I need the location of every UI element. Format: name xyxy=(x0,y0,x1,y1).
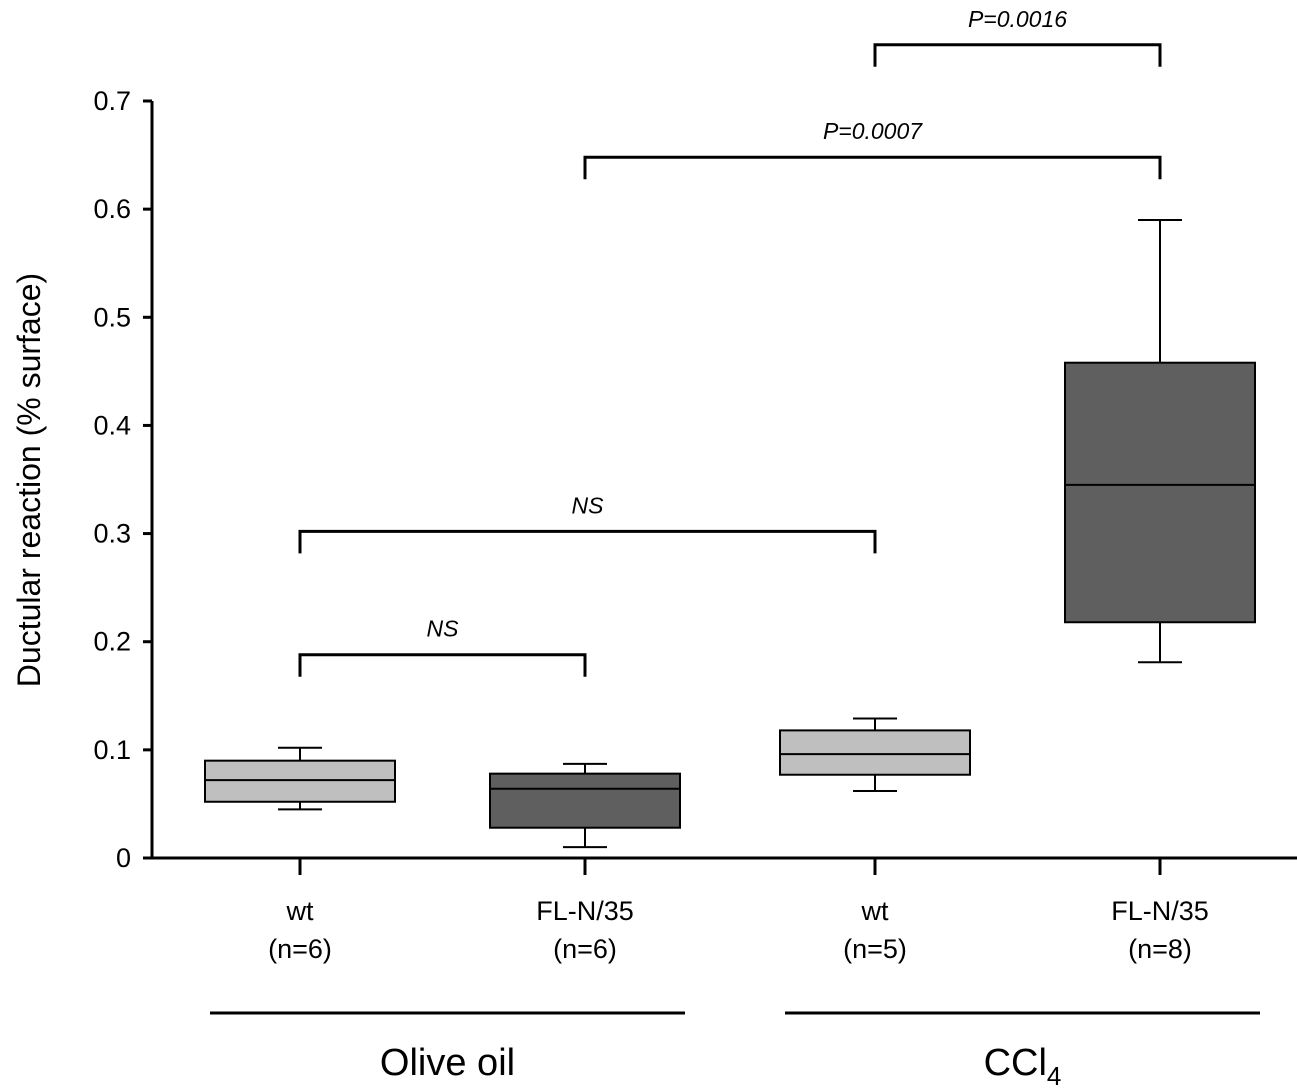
y-tick-label: 0.1 xyxy=(93,735,131,765)
box-1 xyxy=(204,746,396,811)
bracket-4: P=0.0016 xyxy=(873,6,1162,67)
category-n-label: (n=8) xyxy=(1128,934,1192,964)
y-tick-label: 0 xyxy=(116,843,131,873)
y-tick-label: 0.7 xyxy=(93,86,131,116)
box-body xyxy=(1064,361,1256,624)
bracket-label: NS xyxy=(572,492,605,518)
y-tick-label: 0.4 xyxy=(93,410,131,440)
bracket-label: P=0.0016 xyxy=(968,6,1067,32)
y-tick-label: 0.2 xyxy=(93,627,131,657)
box-3 xyxy=(779,717,971,792)
y-tick-label: 0.5 xyxy=(93,302,131,332)
bracket-line xyxy=(298,529,877,554)
group-label: Olive oil xyxy=(380,1042,515,1084)
category-label: FL-N/35 xyxy=(536,896,634,926)
group-label-text: Olive oil xyxy=(380,1042,515,1084)
category-label: wt xyxy=(861,896,889,926)
category-n-label: (n=6) xyxy=(268,934,332,964)
group-label: CCl4 xyxy=(984,1042,1062,1088)
box-body xyxy=(779,729,971,776)
y-tick-label: 0.3 xyxy=(93,519,131,549)
y-tick-label: 0.6 xyxy=(93,194,131,224)
bracket-line xyxy=(583,155,1162,180)
box-2 xyxy=(489,762,681,849)
group-label-text: CCl xyxy=(984,1042,1047,1084)
category-n-label: (n=5) xyxy=(843,934,907,964)
box-4 xyxy=(1064,218,1256,664)
category-label: FL-N/35 xyxy=(1111,896,1209,926)
axes: 0 0.1 0.2 0.3 0.4 0.5 0.6 0.7 xyxy=(93,86,1297,875)
group-label-subscript: 4 xyxy=(1047,1061,1061,1088)
group-1: Olive oil xyxy=(210,1011,685,1084)
category-label: wt xyxy=(286,896,314,926)
bracket-label: NS xyxy=(427,616,460,642)
bracket-1: NS xyxy=(298,616,587,677)
bracket-3: P=0.0007 xyxy=(583,118,1162,180)
bracket-line xyxy=(873,43,1162,67)
group-2: CCl4 xyxy=(785,1011,1260,1088)
box-body xyxy=(204,759,396,803)
box-body xyxy=(489,772,681,829)
bracket-2: NS xyxy=(298,492,877,554)
group-labels: Olive oil CCl4 xyxy=(210,1011,1260,1088)
category-n-label: (n=6) xyxy=(553,934,617,964)
bracket-label: P=0.0007 xyxy=(823,118,923,144)
boxes xyxy=(204,218,1256,849)
significance-brackets: NS NS P=0.0007 P=0.0016 xyxy=(298,6,1162,677)
y-axis-label: Ductular reaction (% surface) xyxy=(11,273,47,687)
bracket-line xyxy=(298,653,587,677)
x-category-labels: wt (n=6) FL-N/35 (n=6) wt (n=5) FL-N/35 (n=8) xyxy=(268,896,1209,964)
